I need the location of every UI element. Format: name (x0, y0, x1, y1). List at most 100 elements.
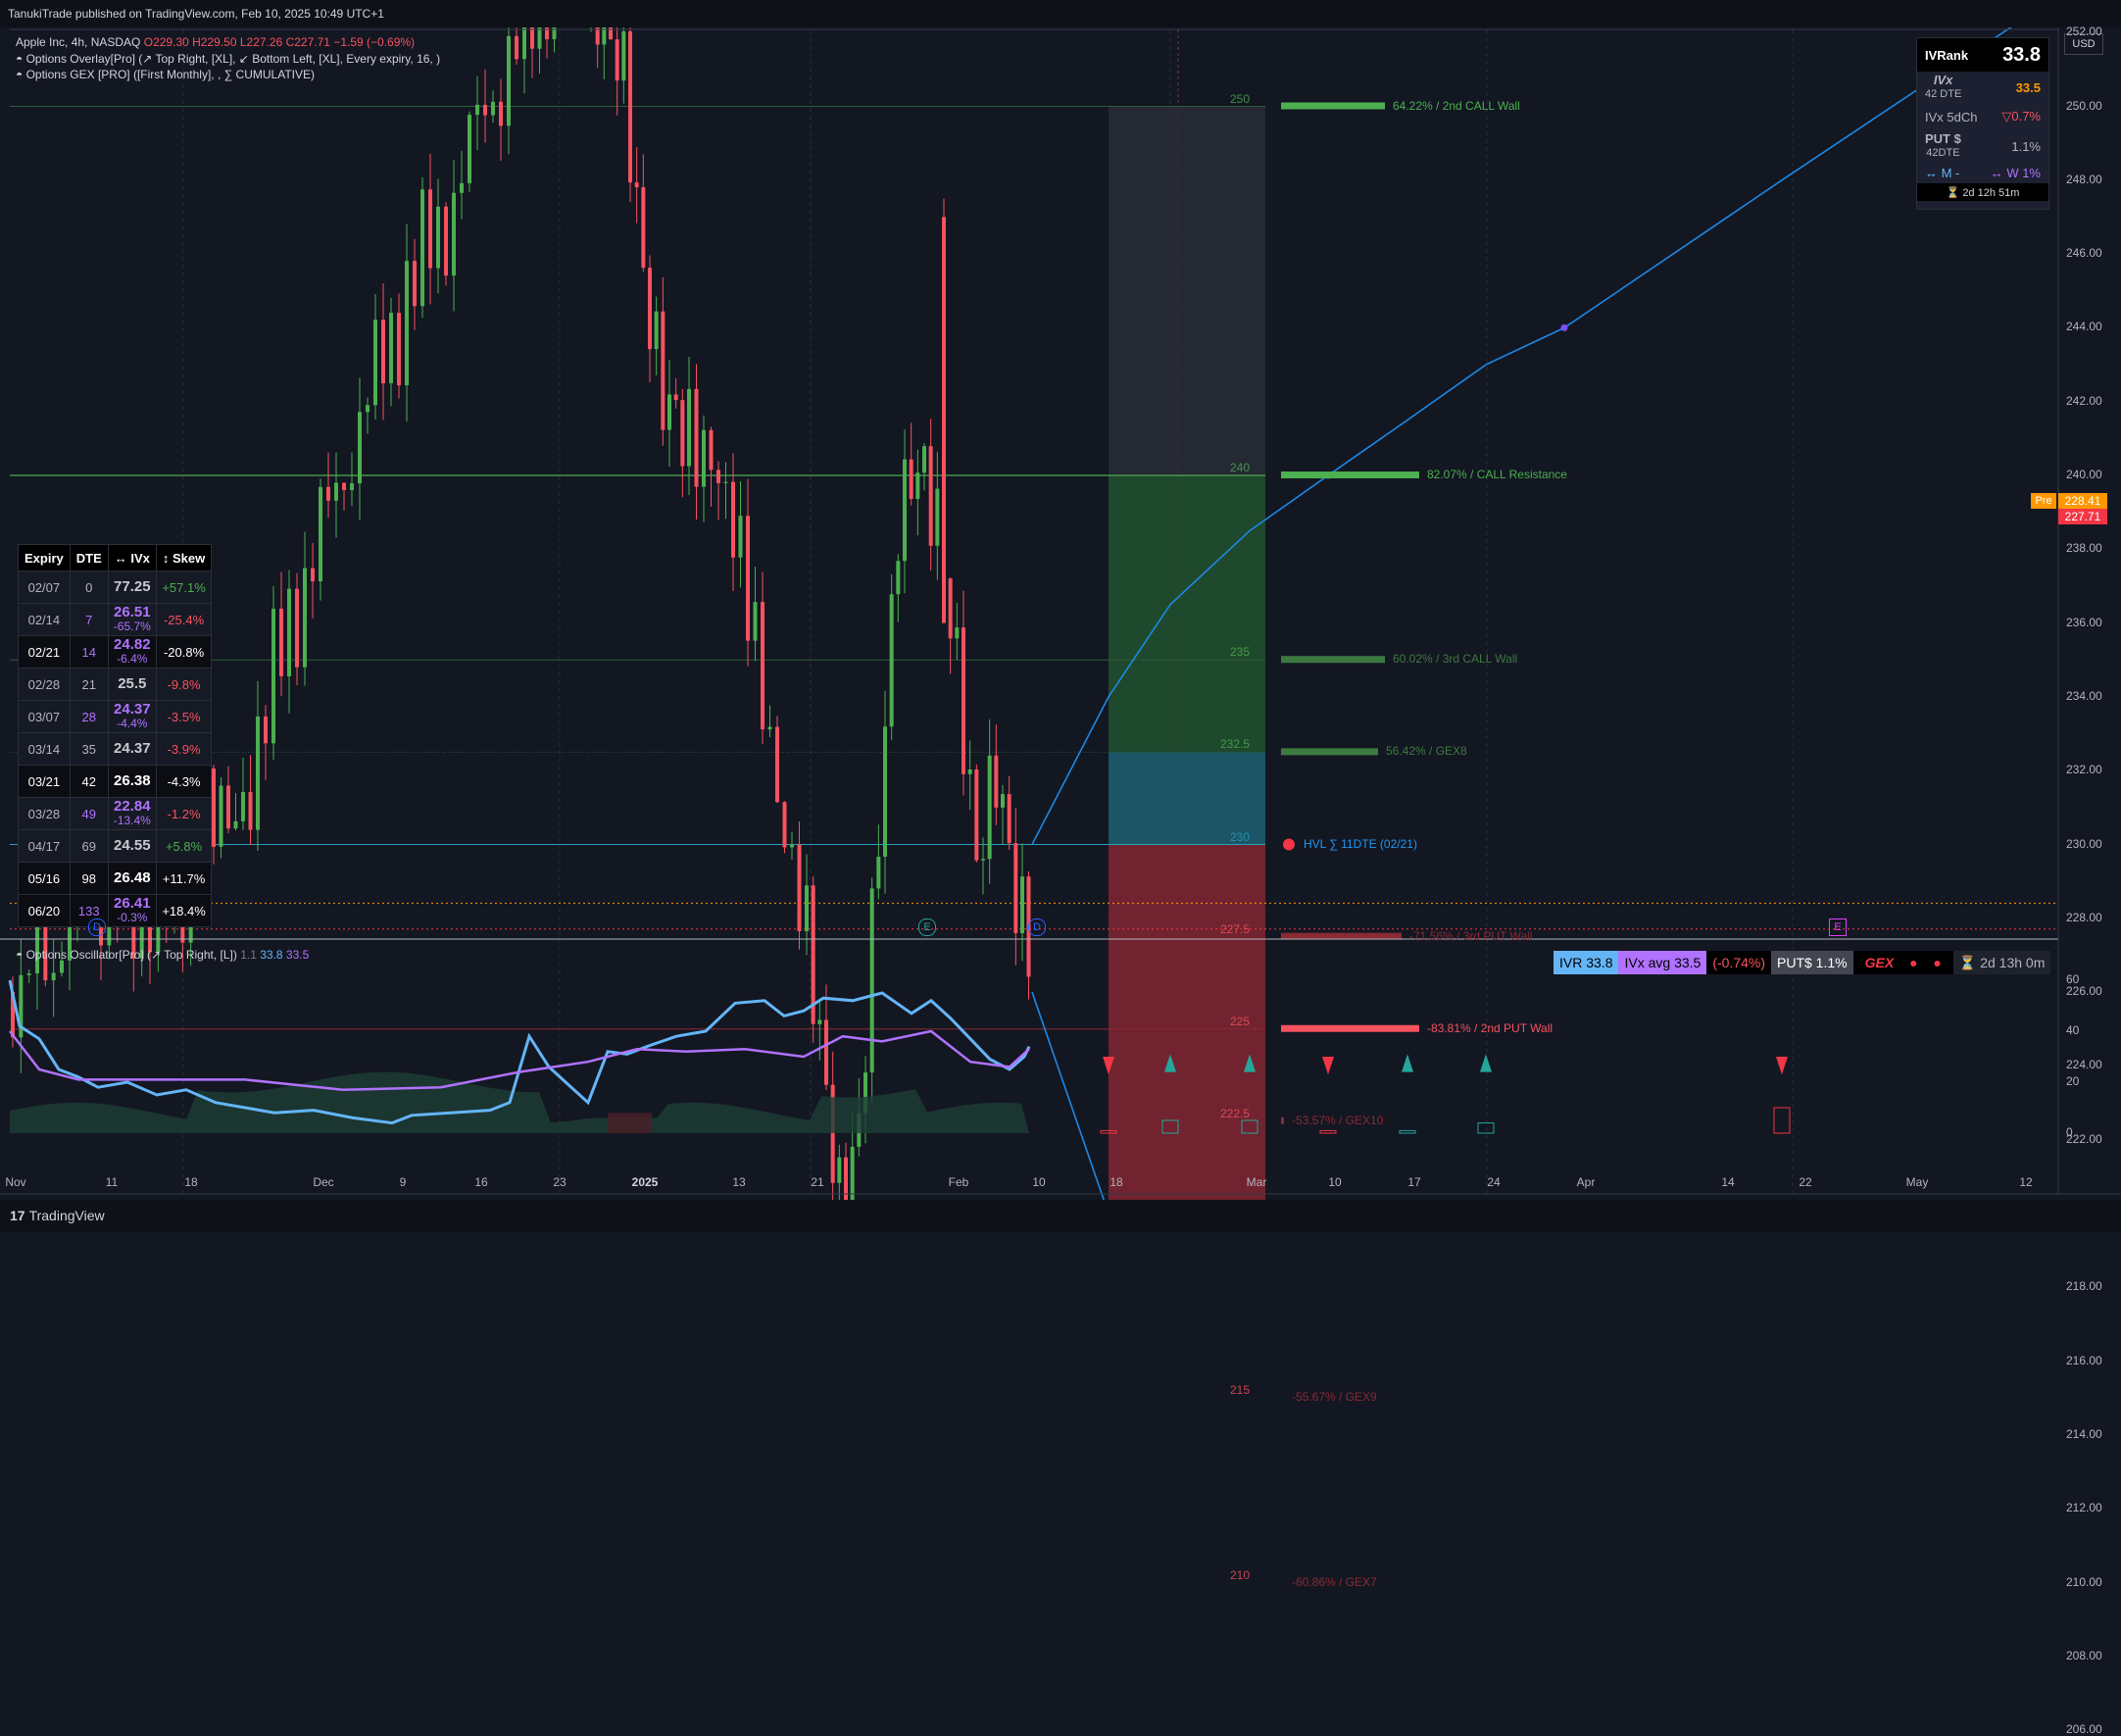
price-axis-tick: 236.00 (2066, 615, 2102, 629)
dte-cell: 0 (69, 570, 109, 604)
ivx-cell: 26.38 (107, 765, 157, 798)
time-axis-tick: 11 (105, 1175, 119, 1189)
osc-axis-tick: 60 (2066, 972, 2080, 986)
gex-level-label: 56.42% / GEX8 (1386, 744, 1467, 759)
footer-bar: 17 TradingView (0, 1200, 2121, 1232)
tradingview-logo-icon: 17 (10, 1208, 25, 1223)
price-axis-tick: 216.00 (2066, 1353, 2102, 1367)
ivx-dte: 42 DTE (1925, 88, 1962, 100)
earnings-marker[interactable]: E (918, 918, 936, 936)
expiry-table: Expiry DTE ↔ IVx ↕ Skew 02/07 0 77.25 +57.1% 02… (18, 544, 213, 927)
expiry-header-cell: ↕ Skew (155, 544, 213, 571)
put-dte: 42DTE (1926, 147, 1960, 159)
indicator-legend-gex[interactable]: ◓ Options GEX [PRO] ([First Monthly], , … (16, 68, 315, 81)
dte-cell: 28 (69, 700, 109, 733)
gex-level-label: HVL ∑ 11DTE (02/21) (1304, 836, 1417, 851)
gex-level-label: -83.81% / 2nd PUT Wall (1427, 1020, 1554, 1035)
strike-label: 240 (1229, 461, 1250, 474)
dividend-marker[interactable]: D (1028, 918, 1046, 936)
oscillator-panel (8, 979, 1791, 1134)
ivx-cell: 24.37 -4.4% (107, 700, 157, 733)
osc-axis-tick: 40 (2066, 1023, 2080, 1037)
puts-badge: PUT$ 1.1% (1771, 951, 1853, 974)
expiry-row: 05/16 98 26.48 +11.7% (18, 862, 213, 895)
price-axis-tick: 242.00 (2066, 393, 2102, 408)
expiry-row: 06/20 133 26.41 -0.3% +18.4% (18, 894, 213, 927)
gex-level-label: -71.56% / 3rd PUT Wall (1409, 928, 1533, 943)
dividend-marker[interactable]: D (88, 918, 106, 936)
indicator-legend-oscillator[interactable]: ◓ Options Oscillator[Pro] (↗ Top Right, … (16, 948, 309, 962)
time-axis-tick: Mar (1246, 1175, 1267, 1189)
expiry-row: 03/28 49 22.84 -13.4% -1.2% (18, 797, 213, 830)
oscillator-badges: IVR 33.8 IVx avg 33.5 (-0.74%) PUT$ 1.1%… (1554, 951, 2051, 974)
price-axis-tick: 230.00 (2066, 836, 2102, 851)
expiry-cell: 04/17 (18, 829, 71, 863)
expiry-row: 03/14 35 24.37 -3.9% (18, 732, 213, 766)
currency-button[interactable]: USD (2064, 33, 2103, 55)
weekly-label: ↔ W 1% (1990, 165, 2041, 180)
price-axis-tick: 250.00 (2066, 98, 2102, 113)
ivx-cell: 25.5 (107, 668, 157, 701)
time-axis-tick: Apr (1576, 1175, 1596, 1189)
time-axis-tick: Feb (948, 1175, 969, 1189)
gex-badge-label: GEX (1864, 955, 1895, 970)
ivx-cell: 22.84 -13.4% (107, 797, 157, 830)
symbol-legend[interactable]: Apple Inc, 4h, NASDAQ O229.30 H229.50 L2… (16, 35, 415, 49)
price-axis-tick: 206.00 (2066, 1722, 2102, 1736)
expiry-row: 03/07 28 24.37 -4.4% -3.5% (18, 700, 213, 733)
expiry-cell: 06/20 (18, 894, 71, 927)
expiry-row: 02/14 7 26.51 -65.7% -25.4% (18, 603, 213, 636)
ivr-value: 33.8 (2002, 43, 2041, 66)
skew-cell: -25.4% (155, 603, 213, 636)
ivx-cell: 24.55 (107, 829, 157, 863)
osc-value-1: 1.1 (240, 948, 257, 962)
time-axis-tick: 21 (811, 1175, 824, 1189)
ohlc-low: L227.26 (239, 35, 283, 49)
future-earnings-marker[interactable]: E (1829, 918, 1847, 936)
price-axis-tick: 210.00 (2066, 1574, 2102, 1589)
candlesticks (11, 27, 1031, 1200)
gex-level-label: -53.57% / GEX10 (1292, 1113, 1384, 1127)
time-axis-tick: 14 (1721, 1175, 1735, 1189)
ivx5-row: IVx 5dCh ▽0.7% (1917, 103, 2048, 130)
expiry-row: 04/17 69 24.55 +5.8% (18, 829, 213, 863)
time-axis-tick: May (1905, 1175, 1929, 1189)
indicator-overlay-label: Options Overlay[Pro] (↗ Top Right, [XL],… (25, 52, 441, 66)
price-axis-tick: 224.00 (2066, 1058, 2102, 1072)
publish-text: TanukiTrade published on TradingView.com… (8, 7, 384, 21)
eye-icon: ◓ (16, 948, 26, 962)
brand-name: TradingView (28, 1208, 105, 1223)
expiry-cell: 03/28 (18, 797, 71, 830)
put-value: 1.1% (2011, 138, 2041, 154)
gex-zones (1109, 106, 1265, 1200)
strike-label: 235 (1229, 645, 1250, 660)
price-axis-tick: 238.00 (2066, 541, 2102, 556)
ivx5-value: ▽0.7% (2001, 109, 2041, 124)
skew-cell: +5.8% (155, 829, 213, 863)
publish-header: TanukiTrade published on TradingView.com… (0, 0, 2121, 27)
dte-cell: 98 (69, 862, 109, 895)
time-axis-tick: 9 (399, 1175, 407, 1189)
eye-icon: ◓ (16, 52, 26, 66)
last-price-tag: 227.71 (2058, 509, 2107, 524)
indicator-legend-overlay[interactable]: ◓ Options Overlay[Pro] (↗ Top Right, [XL… (16, 52, 440, 66)
ivx-value: 33.5 (2015, 79, 2041, 95)
time-axis-tick: 10 (1328, 1175, 1342, 1189)
oscillator-label: Options Oscillator[Pro] (↗ Top Right, [L… (25, 948, 237, 962)
price-axis-tick: 212.00 (2066, 1501, 2102, 1515)
ivx-cell: 26.51 -65.7% (107, 603, 157, 636)
time-axis-tick: 2025 (631, 1175, 659, 1189)
skew-cell: +57.1% (155, 570, 213, 604)
price-axis-tick: 234.00 (2066, 688, 2102, 703)
dte-cell: 35 (69, 732, 109, 766)
price-axis-tick: 244.00 (2066, 320, 2102, 334)
symbol-name: Apple Inc, 4h, NASDAQ (16, 35, 141, 49)
price-chart[interactable] (0, 27, 2121, 1200)
gex-level-label: 82.07% / CALL Resistance (1427, 468, 1567, 481)
expiry-cell: 05/16 (18, 862, 71, 895)
osc-value-2: 33.8 (260, 948, 283, 962)
ivr-label: IVRank (1925, 47, 1969, 63)
price-axis-tick: 214.00 (2066, 1426, 2102, 1441)
skew-cell: -4.3% (155, 765, 213, 798)
price-axis-tick: 240.00 (2066, 468, 2102, 481)
